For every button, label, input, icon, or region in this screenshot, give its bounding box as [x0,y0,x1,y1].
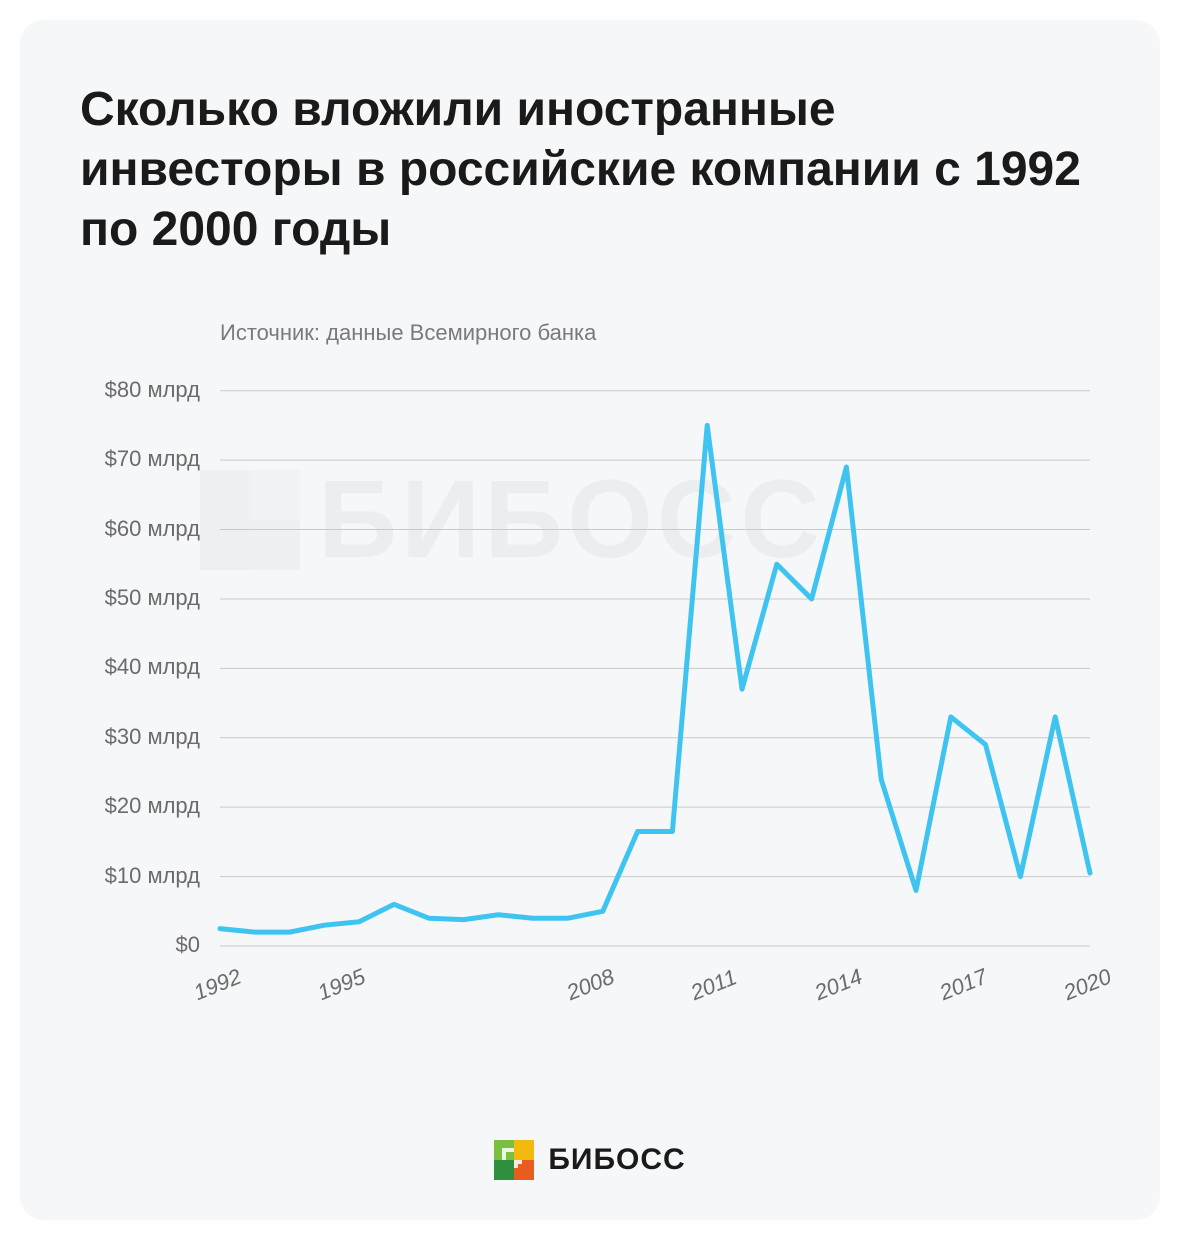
y-axis-label: $80 млрд [80,377,200,403]
footer-brand-text: БИБОСС [548,1143,685,1177]
chart-area: БИБОСС $0$10 млрд$20 млрд$30 млрд$40 млр… [80,356,1100,1120]
x-axis-label: 2008 [563,964,618,1006]
chart-card: Сколько вложили иностранные инвесторы в … [20,20,1160,1220]
footer-brand: БИБОСС [80,1140,1100,1180]
y-axis-label: $30 млрд [80,724,200,750]
chart-svg [80,356,1110,966]
y-axis-label: $50 млрд [80,585,200,611]
x-axis-label: 2014 [811,964,866,1006]
chart-source: Источник: данные Всемирного банка [220,320,1100,346]
x-axis-label: 2011 [687,964,741,1006]
y-axis-label: $60 млрд [80,516,200,542]
x-axis-label: 2020 [1060,964,1115,1006]
chart-title: Сколько вложили иностранные инвесторы в … [80,80,1100,260]
y-axis-label: $20 млрд [80,793,200,819]
x-axis-label: 1992 [190,964,245,1006]
y-axis-label: $40 млрд [80,654,200,680]
x-axis-label: 2017 [936,964,991,1006]
brand-logo-icon [494,1140,534,1180]
x-axis-label: 1995 [314,964,369,1006]
y-axis-label: $70 млрд [80,446,200,472]
y-axis-label: $0 [80,932,200,958]
data-line [220,425,1090,932]
y-axis-label: $10 млрд [80,863,200,889]
